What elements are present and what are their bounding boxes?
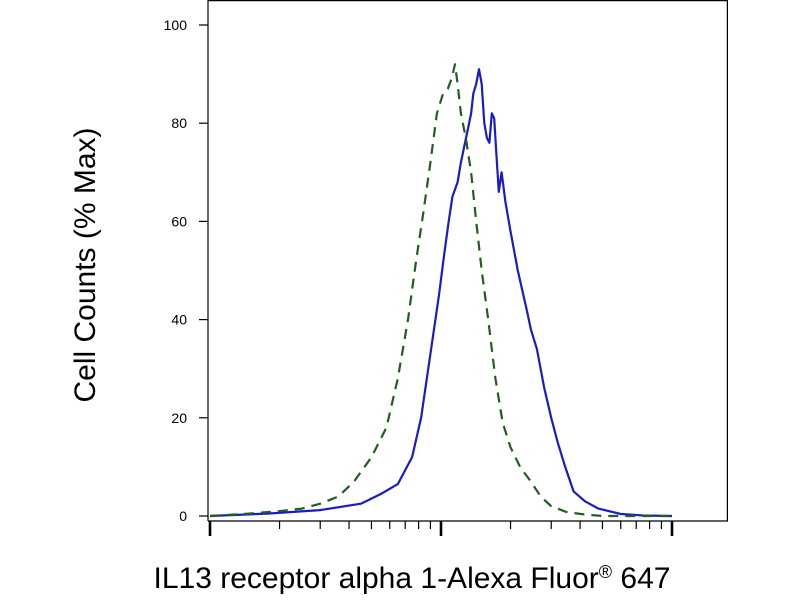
series-layer xyxy=(209,63,673,518)
x-axis-ticks xyxy=(208,521,674,536)
y-tick-label: 100 xyxy=(164,17,188,33)
histogram-series-2 xyxy=(209,63,672,518)
x-axis-title: IL13 receptor alpha 1-Alexa Fluor® 647 xyxy=(154,562,671,595)
y-tick-label: 60 xyxy=(171,213,187,229)
x-axis-title-text: IL13 receptor alpha 1-Alexa Fluor xyxy=(154,562,599,595)
y-axis-title: Cell Counts (% Max) xyxy=(69,127,102,402)
y-tick-label: 0 xyxy=(179,508,187,524)
registered-mark: ® xyxy=(599,562,612,582)
plot-frame xyxy=(207,0,729,522)
y-tick-label: 40 xyxy=(171,312,187,328)
y-axis-ticks: 0 20 40 60 80 100 xyxy=(164,17,208,524)
histogram-series-1 xyxy=(209,68,673,518)
x-axis-title-suffix: 647 xyxy=(612,562,670,595)
y-tick-label: 20 xyxy=(171,410,187,426)
y-tick-label: 80 xyxy=(171,115,187,131)
